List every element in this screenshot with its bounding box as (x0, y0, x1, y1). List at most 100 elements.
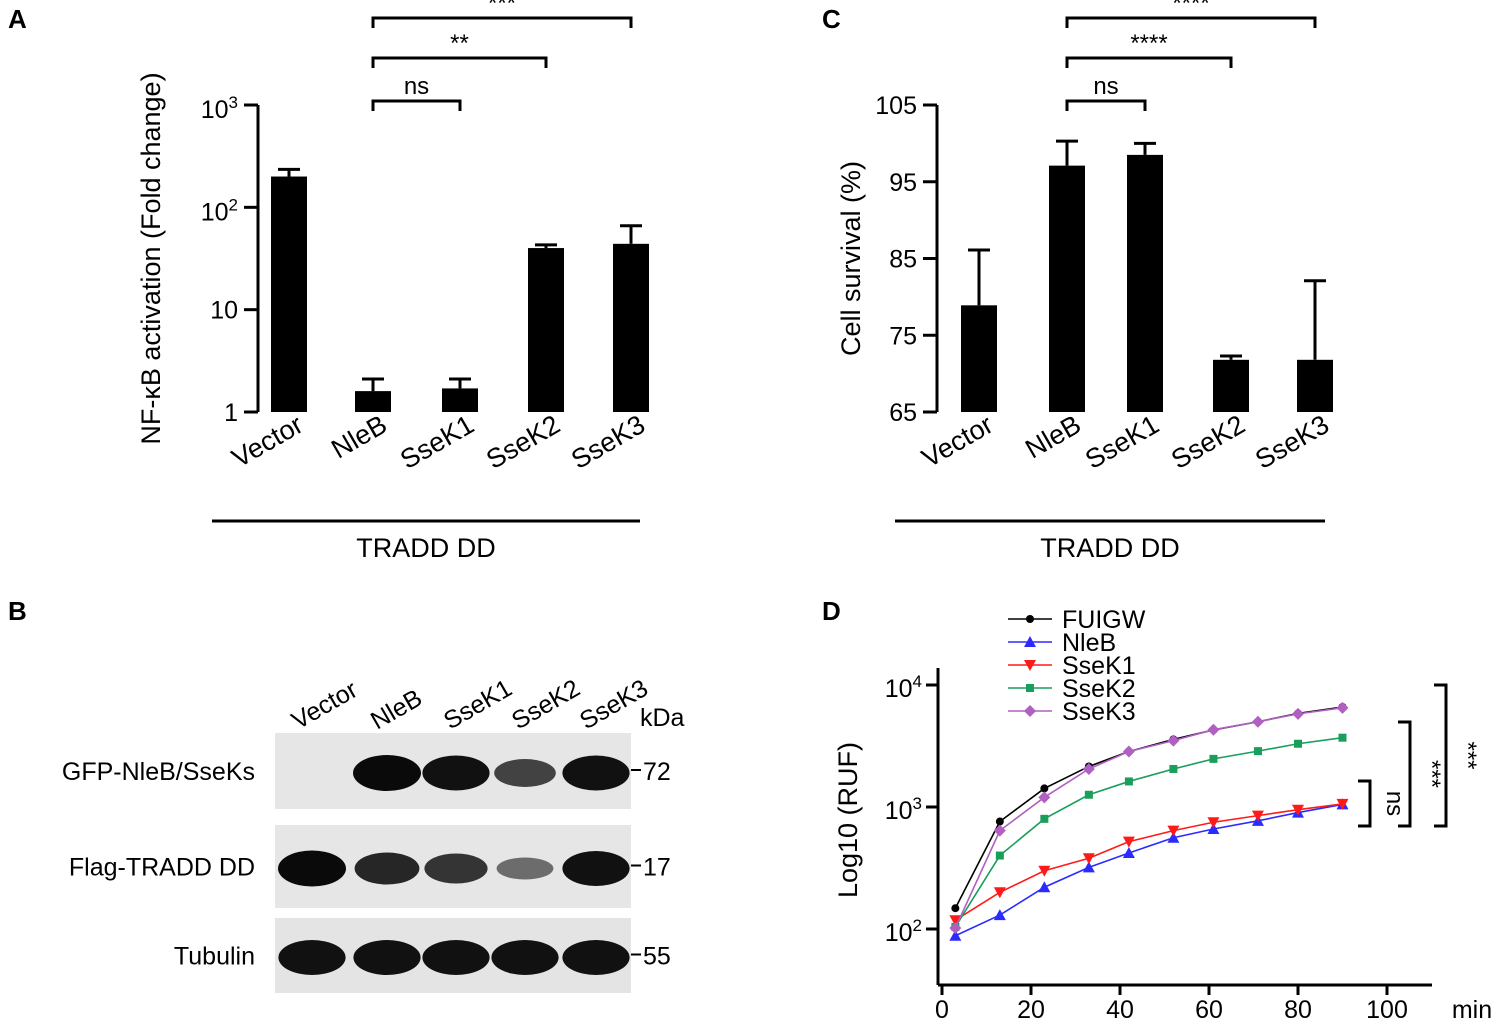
d-significance-bracket (1358, 779, 1372, 828)
blot-kda-label: 17 (643, 854, 671, 882)
blot-lane-label: Vector (287, 676, 362, 736)
d-significance-bracket (1398, 720, 1412, 828)
blot-band (491, 940, 559, 975)
d-legend-label: NleB (1062, 629, 1116, 657)
d-data-point (1207, 723, 1220, 736)
a-bar (528, 248, 564, 412)
c-group-label: TRADD DD (1040, 533, 1180, 563)
d-legend-marker (1024, 705, 1036, 717)
panel-a-bar-chart: 1 10 102 103 NF-κB activation (Fold change) V… (136, 0, 650, 563)
panel-label-a: A (8, 4, 27, 34)
c-significance-bracket (1065, 56, 1233, 68)
d-legend-label: SseK2 (1062, 675, 1136, 703)
blot-band (424, 853, 488, 884)
d-data-point (949, 921, 962, 934)
a-bar (613, 243, 649, 412)
a-y-tick-label: 1 (224, 399, 238, 427)
c-y-axis-label: Cell survival (%) (836, 161, 866, 356)
d-data-point (993, 909, 1006, 921)
blot-band (562, 940, 630, 975)
d-legend-marker (1026, 684, 1034, 692)
d-data-point (1040, 784, 1049, 793)
d-series-line (954, 803, 1343, 921)
d-data-point (1209, 754, 1218, 763)
panel-d-line-chart: 102 103 104 0 20 40 60 80 100 min Log10 (RUF) FUIGW… (833, 606, 1492, 1024)
c-y-tick-label: 105 (875, 92, 917, 120)
d-series-line (954, 736, 1343, 928)
c-significance-bracket (1065, 16, 1317, 28)
d-x-tick-label: 0 (935, 996, 949, 1024)
blot-kda-label: 55 (643, 943, 671, 971)
d-y-tick-label: 103 (885, 794, 922, 825)
blot-band (278, 940, 346, 975)
d-data-point (1038, 865, 1051, 877)
d-data-point (1082, 861, 1095, 873)
a-y-tick-label: 102 (201, 195, 238, 226)
blot-band (494, 759, 556, 787)
d-data-point (1207, 817, 1220, 829)
d-data-point (1167, 831, 1180, 843)
d-data-point (1040, 814, 1049, 823)
d-x-tick-label: 80 (1284, 996, 1312, 1024)
blot-kda-label: 72 (643, 758, 671, 786)
a-y-tick-label: 103 (201, 93, 238, 124)
d-data-point (1124, 777, 1133, 786)
blot-band (496, 857, 554, 880)
d-data-point (1167, 734, 1180, 747)
d-significance-label: *** (1418, 760, 1445, 788)
a-group-label: TRADD DD (356, 533, 496, 563)
c-bar (1297, 359, 1333, 412)
c-category-label: NleB (1020, 409, 1086, 464)
a-significance-bracket (371, 99, 462, 111)
d-data-point (1292, 707, 1304, 720)
d-data-point (949, 929, 962, 941)
blot-band (353, 940, 421, 975)
d-y-tick-label: 104 (885, 672, 922, 703)
d-significance-bracket (1434, 683, 1448, 828)
d-data-point (1167, 825, 1180, 837)
d-legend-label: FUIGW (1062, 606, 1146, 634)
a-y-tick-label: 10 (210, 297, 238, 325)
c-bar (1049, 165, 1085, 412)
blot-row-label: Flag-TRADD DD (69, 854, 255, 882)
a-significance-label: *** (488, 0, 516, 17)
d-series-line (955, 803, 1343, 937)
c-bar (1213, 359, 1249, 412)
d-data-point (1253, 747, 1262, 756)
blot-lane-label: NleB (366, 684, 427, 735)
d-x-tick-label: 100 (1366, 996, 1408, 1024)
c-y-tick-label: 85 (889, 246, 917, 274)
blot-band (278, 850, 346, 887)
d-data-point (951, 904, 960, 913)
blot-band (353, 755, 421, 791)
d-data-point (1251, 715, 1264, 728)
blot-kda-header: kDa (640, 704, 685, 732)
d-data-point (1084, 790, 1093, 799)
d-x-tick-label: 60 (1195, 996, 1223, 1024)
blot-band (422, 755, 490, 791)
d-legend-marker (1024, 660, 1036, 671)
a-bar (355, 391, 391, 412)
a-category-label: SseK1 (395, 409, 479, 475)
d-significance-label: ns (1381, 791, 1408, 816)
c-bar (961, 305, 997, 412)
c-significance-label: **** (1130, 30, 1167, 57)
a-y-axis-label: NF-κB activation (Fold change) (136, 72, 166, 444)
a-significance-bracket (371, 56, 548, 68)
d-data-point (1292, 804, 1304, 816)
a-category-label: SseK3 (566, 409, 650, 475)
d-data-point (1122, 745, 1135, 758)
d-data-point (1207, 823, 1220, 835)
a-bar (442, 388, 478, 412)
c-category-label: SseK1 (1080, 409, 1164, 475)
blot-lane-label: SseK1 (439, 674, 517, 735)
d-data-point (949, 915, 962, 927)
d-data-point (993, 824, 1006, 837)
d-x-tick-label: 20 (1017, 996, 1045, 1024)
c-category-label: Vector (917, 409, 998, 473)
panel-label-c: C (822, 4, 841, 34)
c-significance-bracket (1065, 99, 1147, 111)
d-data-point (995, 817, 1004, 826)
